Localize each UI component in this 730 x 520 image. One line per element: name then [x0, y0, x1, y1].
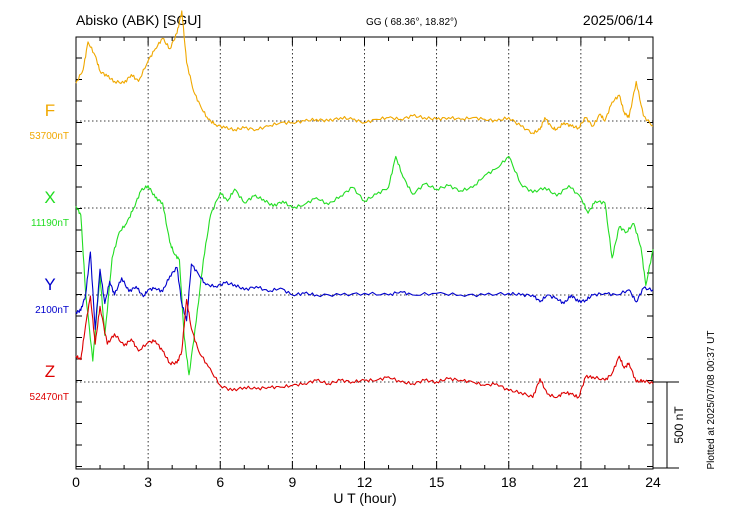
- x-tick-label: 15: [429, 474, 445, 490]
- plotted-at-note: Plotted at 2025/07/08 00:37 UT: [706, 331, 717, 470]
- series-line-x: [75, 155, 654, 376]
- x-tick-label: 12: [357, 474, 373, 490]
- series-name-z: Z: [45, 362, 55, 381]
- axis-ticks: 0 3 6 9 12 15 18 21 24: [72, 37, 661, 490]
- x-tick-label: 3: [144, 474, 152, 490]
- scale-bar: 500 nT: [653, 381, 686, 469]
- grid-lines: [76, 37, 653, 469]
- series-line-y: [75, 251, 654, 330]
- series-baseline-z: 52470nT: [30, 392, 69, 403]
- series-name-y: Y: [44, 275, 55, 294]
- x-tick-label: 9: [288, 474, 296, 490]
- series-baseline-f: 53700nT: [30, 131, 69, 142]
- series-labels: F 53700nT X 11190nT Y 2100nT Z 52470nT: [30, 101, 69, 403]
- x-tick-label: 6: [216, 474, 224, 490]
- station-title: Abisko (ABK) [SGU]: [76, 12, 201, 28]
- series-name-f: F: [45, 101, 55, 120]
- x-axis-label: U T (hour): [333, 490, 396, 506]
- scale-bar-label: 500 nT: [672, 406, 686, 444]
- series-name-x: X: [44, 188, 55, 207]
- series-baseline-x: 11190nT: [31, 218, 69, 229]
- coords-label: GG ( 68.36°, 18.82°): [366, 17, 457, 28]
- x-tick-label: 21: [573, 474, 589, 490]
- x-tick-label: 0: [72, 474, 80, 490]
- series-baseline-y: 2100nT: [35, 305, 69, 316]
- date-label: 2025/06/14: [583, 12, 653, 28]
- series-lines: [75, 10, 654, 399]
- x-tick-label: 18: [501, 474, 517, 490]
- series-line-f: [75, 10, 654, 135]
- series-line-z: [75, 295, 654, 399]
- x-tick-label: 24: [645, 474, 661, 490]
